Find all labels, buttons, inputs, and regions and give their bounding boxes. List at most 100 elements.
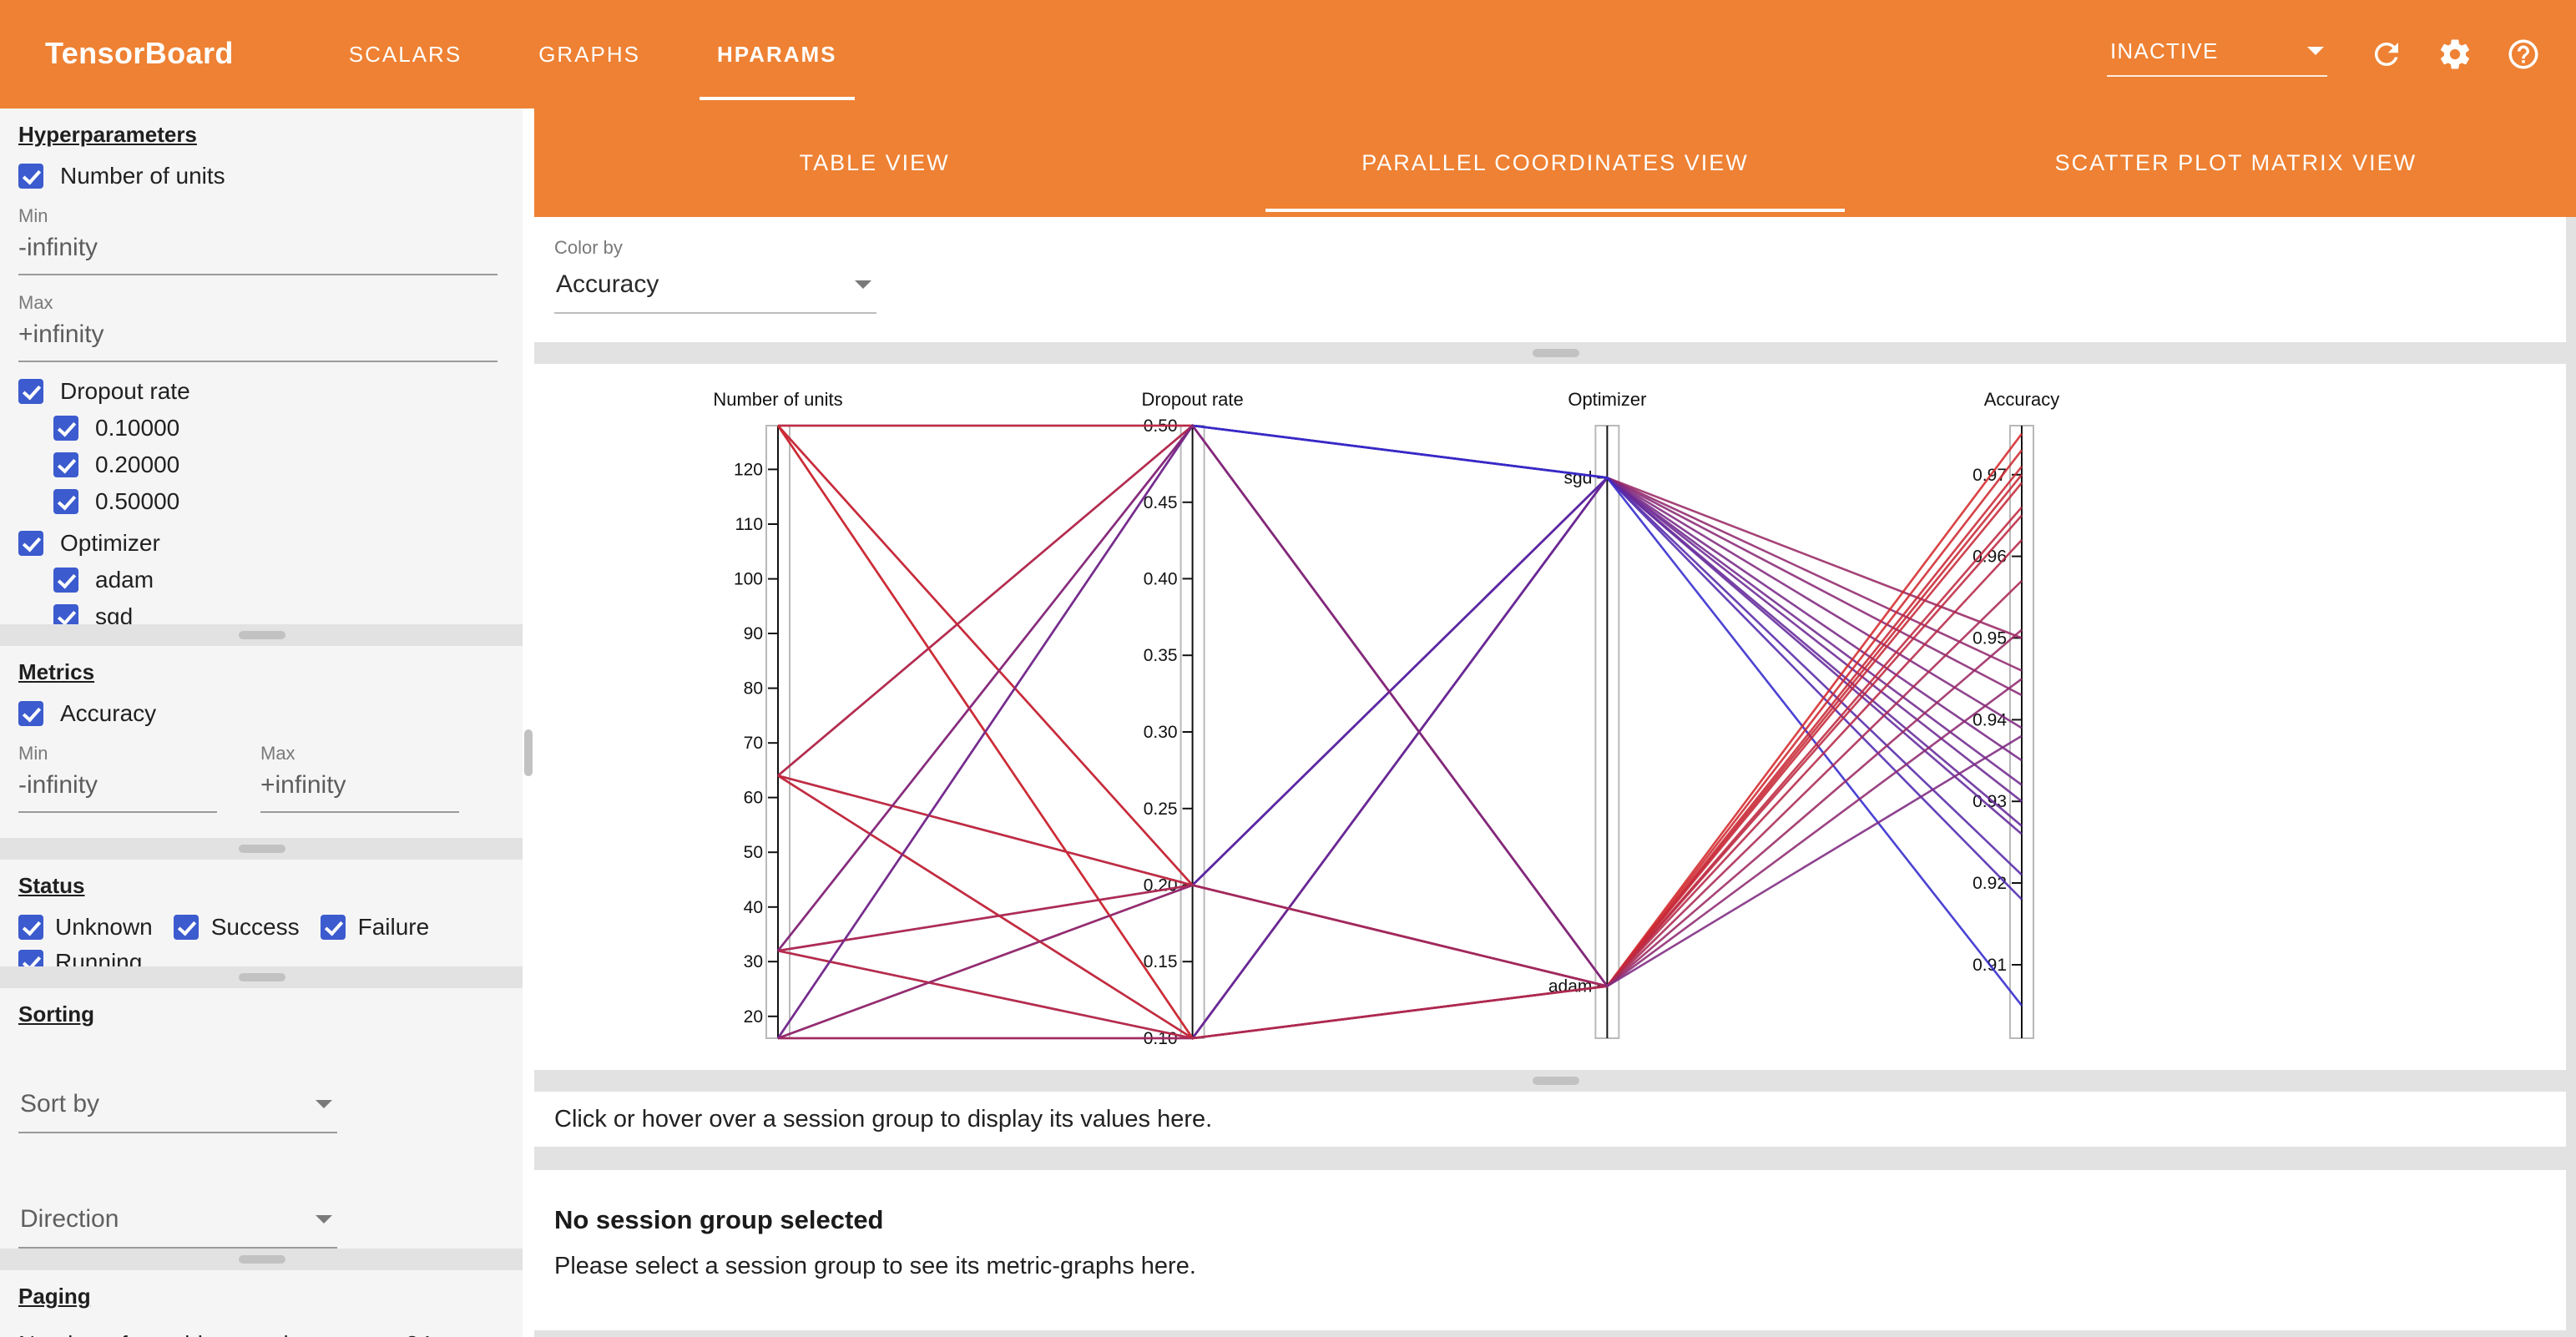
checkbox-label: Accuracy	[60, 699, 157, 726]
checkbox-label: 0.50000	[95, 487, 180, 514]
session-group-line[interactable]	[776, 424, 2023, 1039]
tab-scalars[interactable]: SCALARS	[348, 42, 462, 67]
resize-handle[interactable]	[238, 845, 285, 853]
axis-tick-label: 0.25	[1144, 800, 1178, 819]
view-tabs: TABLE VIEW PARALLEL COORDINATES VIEW SCA…	[534, 108, 2576, 217]
session-group-line[interactable]	[776, 425, 2023, 1040]
resize-handle[interactable]	[1532, 349, 1578, 357]
sidebar-section-gap	[0, 1249, 523, 1270]
number-of-units-min-input[interactable]	[18, 227, 498, 275]
checkbox-dropout-0.10000[interactable]: 0.10000	[53, 414, 498, 441]
status-dropdown-value: INACTIVE	[2110, 38, 2219, 63]
tab-graphs[interactable]: GRAPHS	[538, 42, 640, 67]
dropdown-arrow-icon	[316, 1100, 332, 1108]
checkbox-checked-icon	[18, 701, 43, 726]
checkbox-status-running[interactable]: Running	[18, 948, 143, 966]
checkbox-number-of-units[interactable]: Number of units	[18, 162, 498, 189]
settings-button[interactable]	[2434, 34, 2474, 74]
checkbox-status-unknown[interactable]: Unknown	[18, 913, 153, 940]
panel-gap	[534, 1147, 2576, 1170]
number-of-units-max-input[interactable]	[18, 314, 498, 362]
resize-handle[interactable]	[238, 1255, 285, 1264]
axis-tick-label: 80	[744, 679, 763, 699]
checkbox-label: Number of units	[60, 162, 225, 189]
checkbox-status-success[interactable]: Success	[174, 914, 300, 940]
checkbox-checked-icon	[53, 416, 78, 441]
session-group-line[interactable]	[777, 628, 2023, 1040]
checkbox-checked-icon	[18, 950, 43, 966]
sidebar-section-gap	[0, 966, 523, 988]
resize-handle[interactable]	[524, 729, 533, 776]
direction-select[interactable]: Direction	[18, 1198, 337, 1249]
axis-tick-label: 40	[744, 898, 763, 917]
resize-handle[interactable]	[238, 973, 285, 981]
tab-hparams[interactable]: HPARAMS	[679, 0, 876, 108]
checkbox-dropout-0.50000[interactable]: 0.50000	[53, 487, 498, 514]
axis-title: Accuracy	[1984, 389, 2059, 410]
tab-parallel-coordinates-view[interactable]: PARALLEL COORDINATES VIEW	[1215, 108, 1895, 217]
session-group-line[interactable]	[776, 425, 2023, 1041]
session-group-line[interactable]	[777, 514, 2023, 1040]
axis-tick-label: 50	[744, 843, 763, 862]
checkbox-label: 0.10000	[95, 414, 180, 441]
resize-handle[interactable]	[238, 631, 285, 639]
axis-tick-label: sgd	[1564, 468, 1593, 487]
accuracy-min-input[interactable]	[18, 764, 217, 813]
color-by-select[interactable]: Accuracy	[554, 264, 876, 314]
checkbox-dropout-0.20000[interactable]: 0.20000	[53, 452, 498, 477]
session-group-line[interactable]	[778, 580, 2023, 1040]
checkbox-accuracy[interactable]: Accuracy	[18, 699, 498, 726]
dropdown-arrow-icon	[2307, 47, 2324, 55]
session-group-line[interactable]	[776, 423, 2023, 1039]
settings-icon	[2439, 39, 2469, 69]
tab-table-view[interactable]: TABLE VIEW	[799, 150, 950, 175]
session-group-line[interactable]	[778, 424, 2023, 786]
color-by-label: Color by	[554, 239, 623, 259]
help-button[interactable]	[2503, 34, 2543, 74]
empty-state-title: No session group selected	[554, 1207, 884, 1235]
axis-tick-label: 0.40	[1144, 569, 1178, 588]
color-by-card: Color by Accuracy	[534, 217, 2566, 342]
help-icon	[2508, 39, 2538, 69]
status-options: Unknown Success Failure Running	[18, 913, 498, 966]
hyperparameters-heading: Hyperparameters	[18, 122, 197, 147]
session-group-line[interactable]	[777, 482, 2023, 988]
axis-tick-label: 0.94	[1972, 710, 2007, 729]
min-label: Min	[18, 207, 48, 227]
refresh-button[interactable]	[2366, 34, 2406, 74]
metrics-section: Metrics Accuracy Min Max	[0, 646, 523, 838]
checkbox-checked-icon	[18, 915, 43, 940]
checkbox-label: Dropout rate	[60, 377, 190, 404]
checkbox-status-failure[interactable]: Failure	[321, 914, 429, 940]
checkbox-label: Unknown	[55, 913, 153, 940]
parallel-coordinates-plot[interactable]: Number of units 20 30 40 50 60 70 80 90 100 110 120…	[534, 364, 2566, 1070]
tab-scatter-plot-matrix-view[interactable]: SCATTER PLOT MATRIX VIEW	[2054, 150, 2417, 175]
axis-tick-label: 0.20	[1144, 876, 1178, 896]
checkbox-label: adam	[95, 566, 154, 593]
checkbox-label: sgd	[95, 603, 134, 624]
session-group-line[interactable]	[777, 466, 2023, 1040]
session-group-line[interactable]	[777, 424, 2023, 835]
checkbox-checked-icon	[321, 915, 346, 940]
accuracy-max-input[interactable]	[260, 764, 459, 813]
sort-by-select[interactable]: Sort by	[18, 1083, 337, 1133]
checkbox-optimizer[interactable]: Optimizer	[18, 530, 498, 556]
checkbox-checked-icon	[53, 604, 78, 624]
session-group-line[interactable]	[776, 424, 2023, 952]
panel-gap	[534, 1070, 2576, 1092]
axis-tick-label: 0.15	[1144, 952, 1178, 971]
checkbox-dropout-rate[interactable]: Dropout rate	[18, 377, 498, 404]
hint-text: Click or hover over a session group to d…	[554, 1106, 1213, 1133]
checkbox-optimizer-adam[interactable]: adam	[53, 566, 498, 593]
session-group-details-card: No session group selected Please select …	[534, 1170, 2566, 1330]
checkbox-checked-icon	[53, 489, 78, 514]
sorting-section: Sorting Sort by Direction	[0, 988, 523, 1249]
checkbox-optimizer-sgd[interactable]: sgd	[53, 603, 498, 624]
checkbox-label: Running	[55, 948, 143, 966]
resize-handle[interactable]	[1532, 1077, 1578, 1085]
status-dropdown[interactable]: INACTIVE	[2107, 32, 2327, 77]
sidebar-section-gap	[0, 624, 523, 646]
paging-heading: Paging	[18, 1284, 91, 1309]
color-by-value: Accuracy	[556, 270, 659, 299]
session-group-line[interactable]	[778, 476, 2023, 1040]
